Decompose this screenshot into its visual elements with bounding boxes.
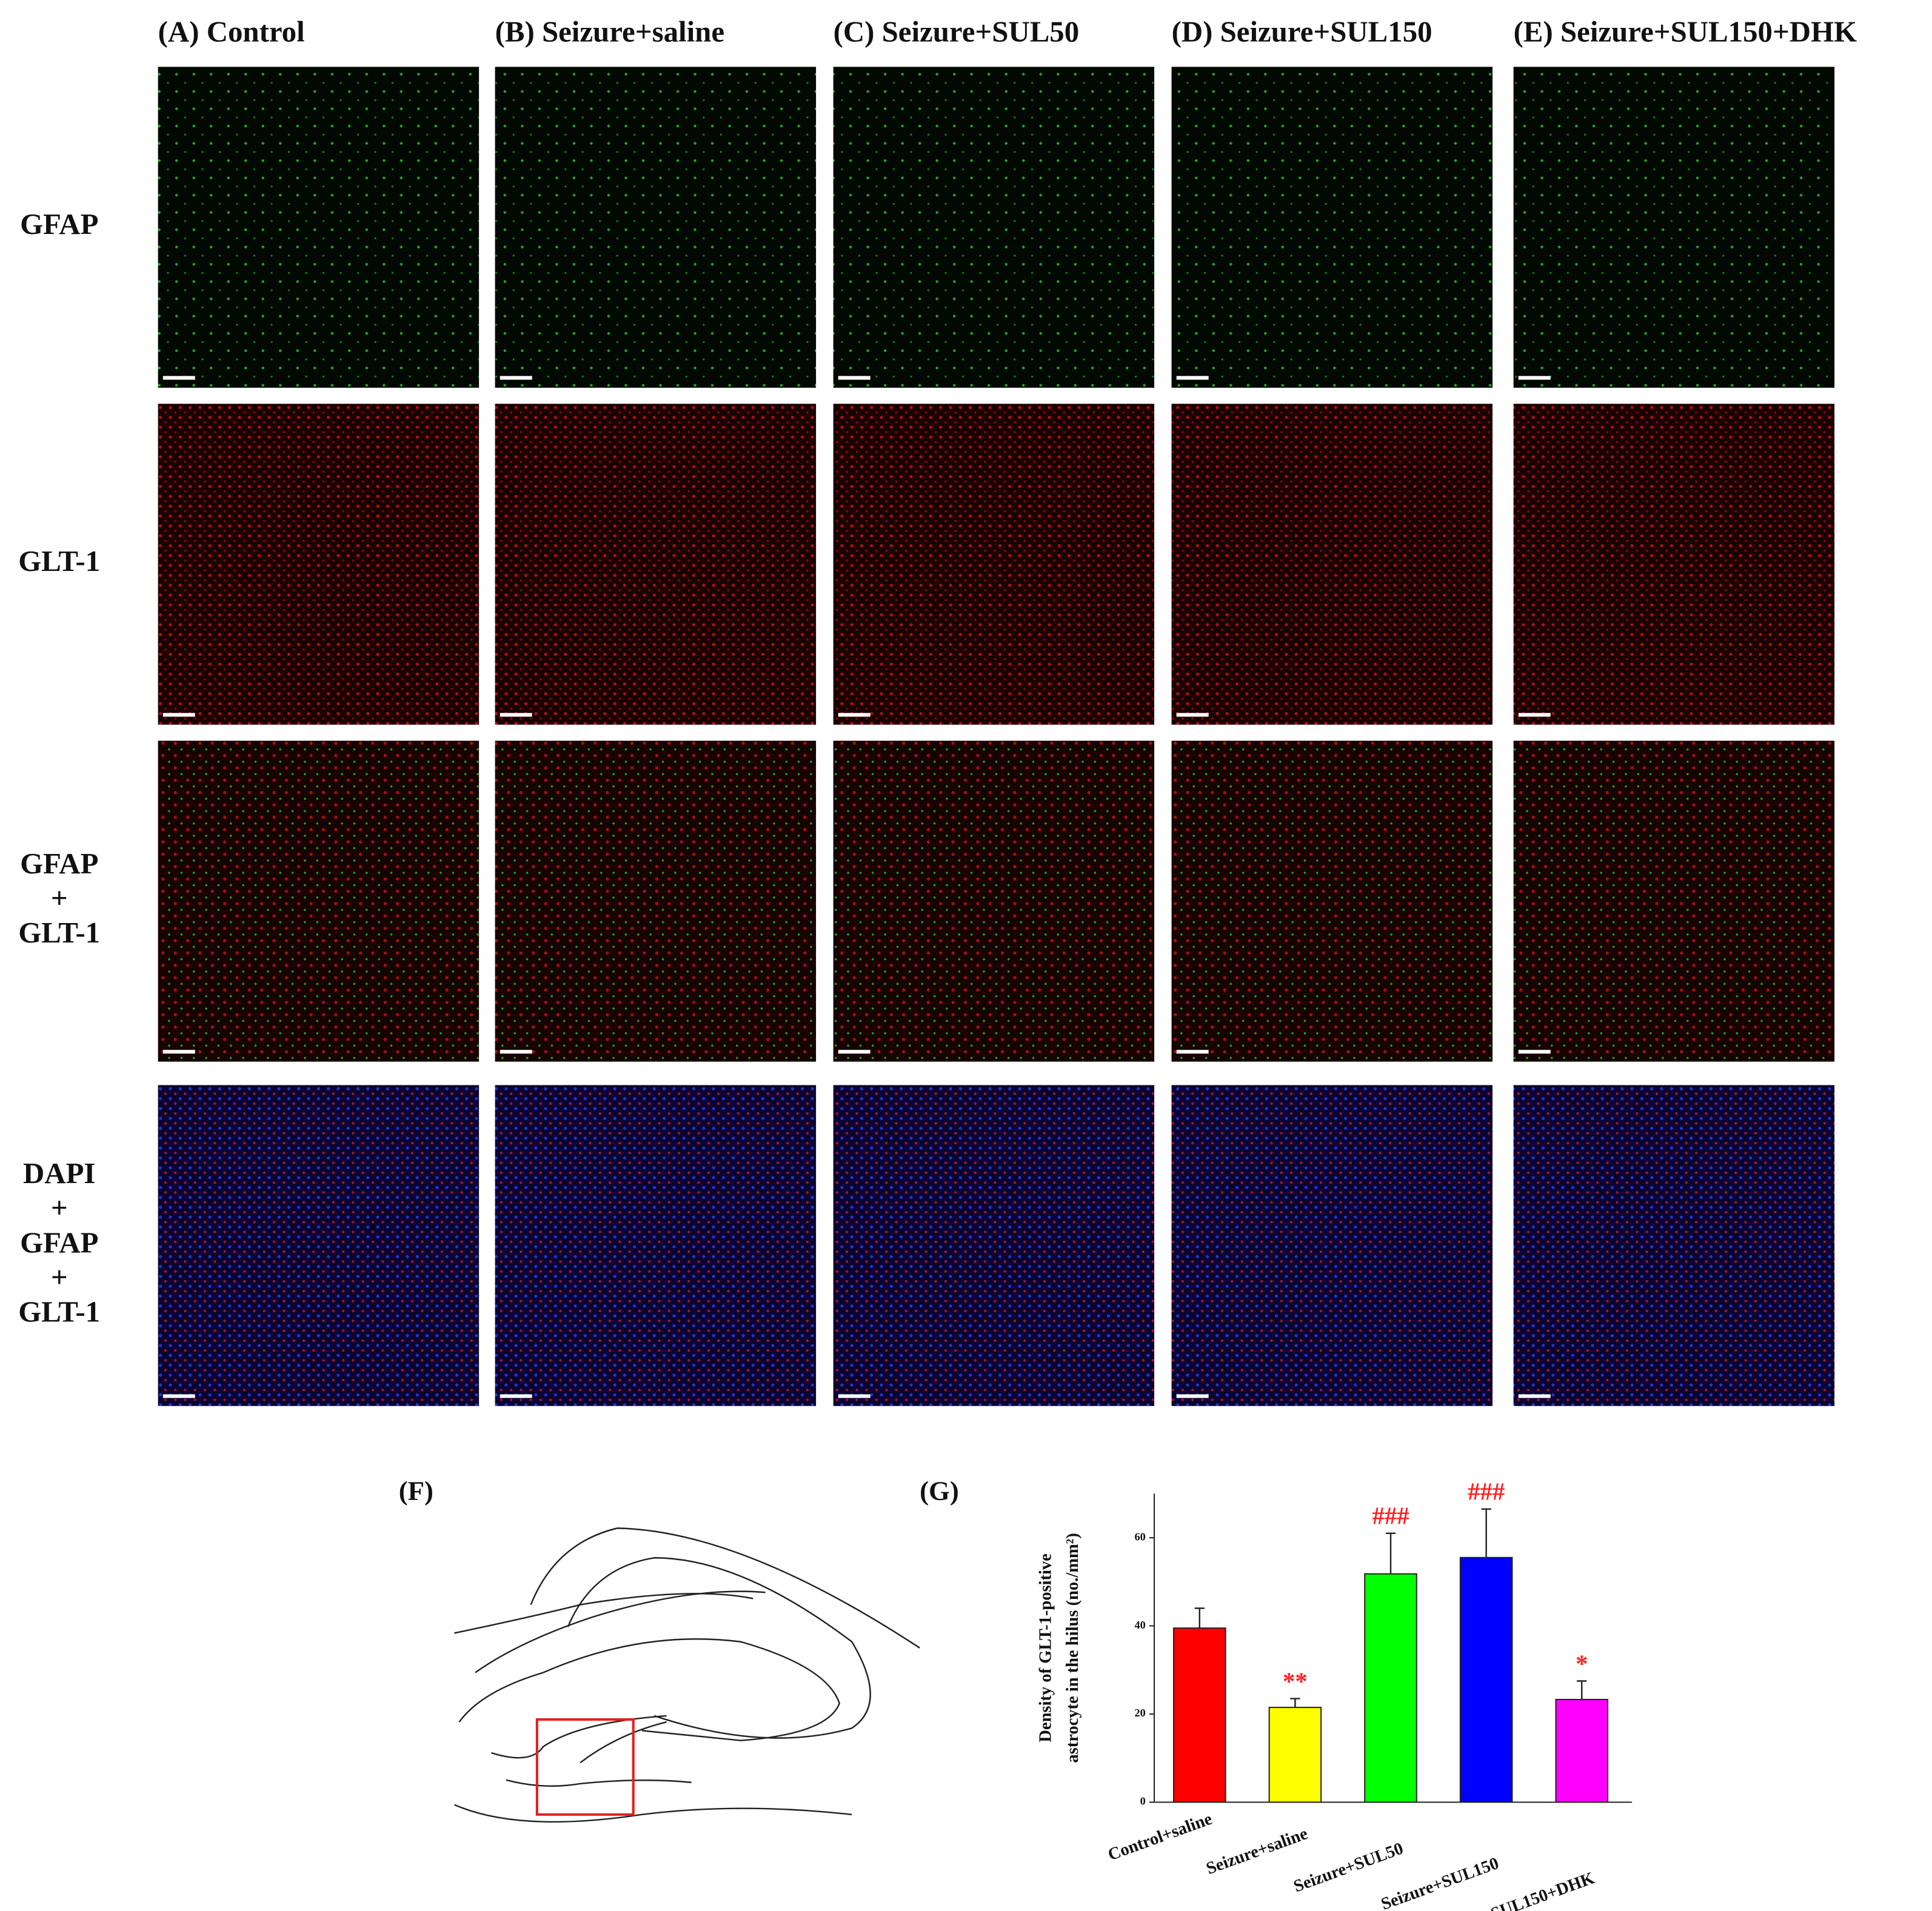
bar	[1268, 1707, 1322, 1803]
column-label: (D) Seizure+SUL150	[1172, 15, 1432, 48]
micrograph	[1171, 741, 1493, 1062]
micrograph	[158, 741, 480, 1062]
x-tick-label: Control+saline	[1106, 1810, 1215, 1865]
micrograph	[158, 67, 480, 388]
column-label: (C) Seizure+SUL50	[834, 15, 1080, 48]
column-label: (B) Seizure+saline	[495, 15, 724, 48]
x-tick-label: Seizure+saline	[1204, 1824, 1311, 1878]
significance-mark: **	[1283, 1667, 1308, 1695]
micrograph	[495, 404, 817, 725]
micrograph	[1171, 1085, 1493, 1406]
significance-mark: *	[1576, 1650, 1588, 1677]
column-label: (E) Seizure+SUL150+DHK	[1514, 15, 1857, 48]
micrograph	[833, 1085, 1155, 1406]
micrograph	[158, 404, 480, 725]
row-label: GLT-1	[18, 544, 100, 578]
micrograph	[1513, 741, 1835, 1062]
y-tick-label: 20	[1134, 1707, 1145, 1719]
micrograph	[495, 741, 817, 1062]
x-tick-label: Seizure+SUL50	[1291, 1839, 1406, 1896]
micrograph	[833, 741, 1155, 1062]
micrograph	[158, 1085, 480, 1406]
micrograph	[833, 404, 1155, 725]
panel-label: (G)	[920, 1476, 959, 1506]
significance-mark: ###	[1468, 1478, 1505, 1506]
row-label: GFAP	[20, 847, 98, 880]
bar	[1459, 1556, 1513, 1803]
micrograph	[495, 1085, 817, 1406]
row-label: GFAP	[20, 1226, 98, 1259]
y-tick-label: 60	[1134, 1530, 1145, 1542]
micrograph	[1513, 404, 1835, 725]
micrograph	[1171, 67, 1493, 388]
y-tick-label: 0	[1140, 1795, 1146, 1807]
y-axis-title: Density of GLT-1-positive	[1036, 1553, 1055, 1742]
row-label: +	[51, 881, 68, 915]
row-label: +	[51, 1260, 68, 1293]
x-tick-label: Seizure+SUL150	[1379, 1854, 1501, 1911]
column-label: (A) Control	[158, 15, 305, 48]
row-label: GLT-1	[18, 916, 100, 949]
micrograph	[1513, 1085, 1835, 1406]
y-tick-label: 40	[1134, 1619, 1145, 1631]
micrograph	[1171, 404, 1493, 725]
row-label: GFAP	[20, 207, 98, 241]
significance-mark: ###	[1372, 1502, 1409, 1530]
micrograph	[833, 67, 1155, 388]
micrograph	[495, 67, 817, 388]
row-label: DAPI	[23, 1156, 95, 1190]
micrograph	[1513, 67, 1835, 388]
y-axis-title: astrocyte in the hilus (no./mm²)	[1063, 1533, 1082, 1763]
row-label: GLT-1	[18, 1295, 100, 1328]
row-label: +	[51, 1191, 68, 1224]
hippocampus-diagram	[453, 1527, 920, 1823]
bar	[1364, 1573, 1417, 1803]
bar	[1173, 1627, 1226, 1803]
panel-label: (F)	[399, 1476, 433, 1506]
bar	[1555, 1699, 1609, 1803]
